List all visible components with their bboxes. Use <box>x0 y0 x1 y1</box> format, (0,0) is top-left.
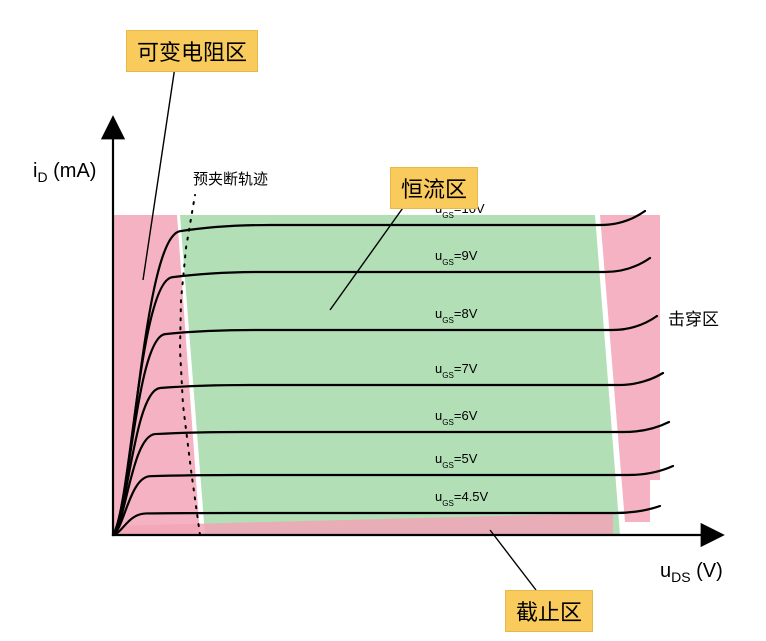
x-axis-label: uDS (V) <box>660 560 723 585</box>
label-breakdown-region: 击穿区 <box>668 305 719 330</box>
leader-cutoff <box>490 530 536 590</box>
label-pinchoff-trace: 预夹断轨迹 <box>193 168 268 189</box>
label-saturation-region: 恒流区 <box>390 167 478 209</box>
y-axis-label: iD (mA) <box>33 160 96 185</box>
mosfet-output-characteristics-chart: uGS=10VuGS=9VuGS=8VuGS=7VuGS=6VuGS=5VuGS… <box>0 0 766 641</box>
chart-svg: uGS=10VuGS=9VuGS=8VuGS=7VuGS=6VuGS=5VuGS… <box>0 0 766 641</box>
region-saturation <box>180 215 620 535</box>
label-triode-region: 可变电阻区 <box>126 30 258 72</box>
label-cutoff-region: 截止区 <box>505 590 593 632</box>
